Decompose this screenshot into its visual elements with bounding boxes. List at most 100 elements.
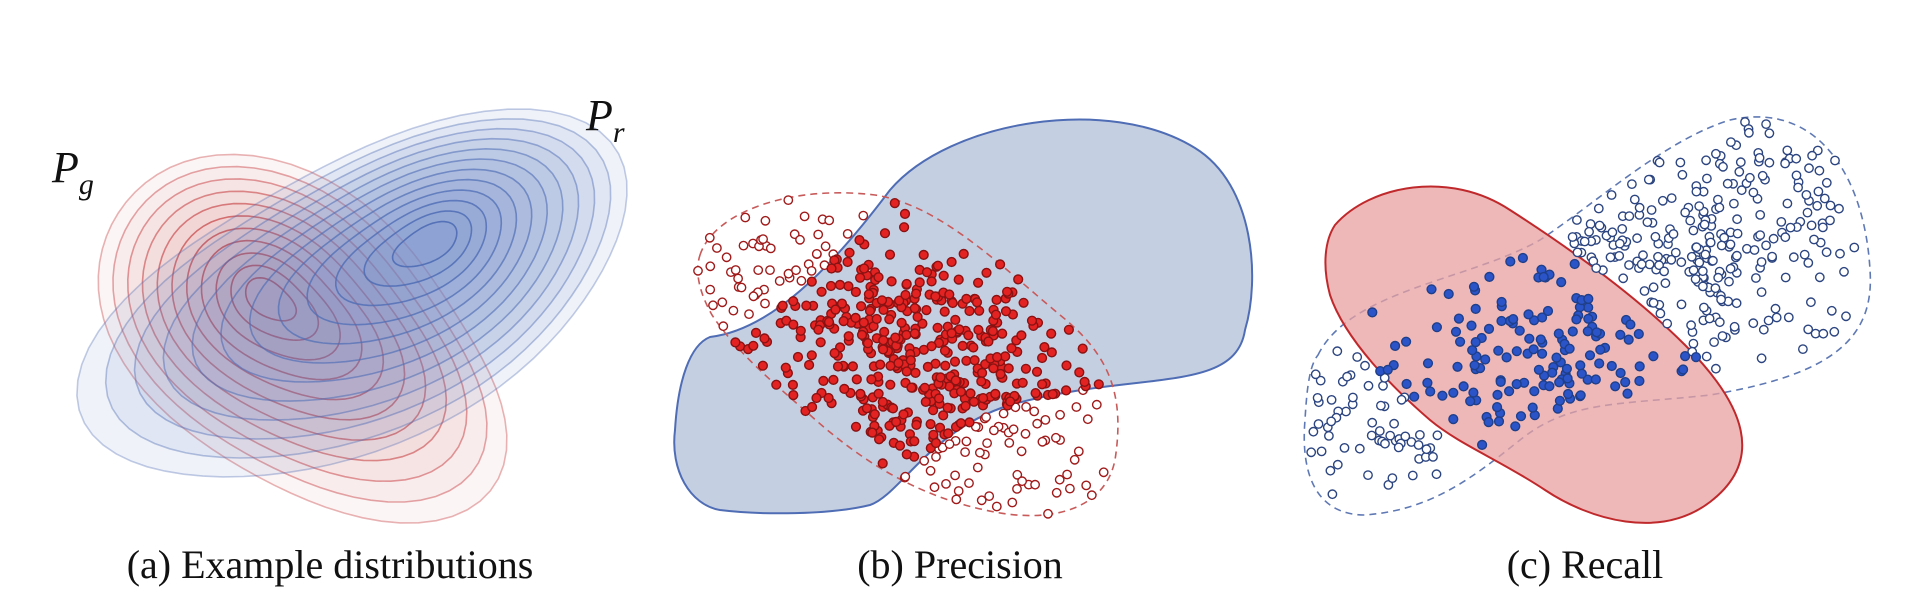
real-sample-hollow (1691, 186, 1702, 197)
real-sample-hollow (1791, 170, 1802, 181)
pg-contour-4 (141, 190, 448, 462)
generated-sample-filled (871, 313, 882, 325)
real-sample-hollow (1717, 331, 1728, 341)
real-sample-filled (1690, 352, 1702, 363)
real-sample-filled (1465, 396, 1476, 407)
real-sample-hollow (1363, 380, 1374, 391)
real-sample-filled (1677, 364, 1689, 375)
real-sample-filled (1575, 390, 1586, 401)
real-sample-hollow (1763, 315, 1774, 326)
generated-sample-hollow (795, 234, 805, 245)
real-sample-filled (1634, 361, 1645, 372)
generated-sample-hollow (1016, 446, 1027, 457)
real-sample-hollow (1749, 245, 1760, 255)
generated-sample-hollow (806, 265, 817, 276)
real-sample-hollow (1756, 257, 1767, 267)
generated-sample-hollow (976, 495, 987, 506)
generated-sample-filled (816, 286, 827, 297)
generated-sample-filled (869, 409, 880, 420)
real-sample-hollow (1670, 247, 1681, 258)
real-sample-hollow (1726, 137, 1736, 148)
generated-sample-hollow (984, 491, 995, 501)
generated-sample-hollow (1069, 454, 1080, 465)
generated-sample-filled (890, 332, 901, 343)
real-sample-hollow (1607, 227, 1618, 238)
generated-sample-hollow (951, 494, 962, 505)
real-sample-hollow (1655, 308, 1666, 319)
generated-sample-hollow (900, 471, 911, 482)
generated-sample-hollow (1020, 428, 1031, 439)
real-sample-hollow (1829, 326, 1840, 337)
real-sample-hollow (1310, 369, 1321, 380)
generated-sample-filled (886, 276, 897, 287)
real-sample-hollow (1744, 127, 1754, 138)
generated-sample-hollow (1007, 497, 1018, 508)
real-sample-hollow (1676, 257, 1687, 268)
real-sample-hollow (1700, 249, 1711, 260)
real-sample-hollow (1685, 215, 1696, 226)
pg-contour-11 (244, 276, 298, 322)
pr-label: Pr (585, 91, 625, 149)
generated-sample-hollow (1082, 414, 1093, 425)
real-sample-filled (1492, 389, 1503, 401)
real-sample-filled (1562, 388, 1574, 400)
real-sample-hollow (1748, 318, 1759, 329)
real-sample-hollow (1646, 205, 1657, 215)
real-sample-filled (1495, 376, 1506, 388)
generated-sample-hollow (929, 482, 940, 493)
generated-sample-filled (950, 375, 961, 386)
real-sample-hollow (1688, 338, 1699, 349)
generated-sample-filled (843, 331, 854, 342)
real-sample-filled (1510, 421, 1521, 432)
generated-sample-filled (942, 428, 954, 439)
generated-sample-filled (914, 277, 925, 288)
real-sample-filled (1583, 293, 1594, 305)
real-sample-filled (1476, 439, 1488, 451)
real-sample-hollow (1813, 186, 1824, 197)
real-sample-hollow (1770, 303, 1781, 314)
real-sample-filled (1634, 375, 1645, 387)
real-sample-hollow (1725, 239, 1736, 250)
real-sample-filled (1454, 336, 1466, 347)
generated-sample-hollow (1081, 480, 1092, 491)
generated-sample-hollow (1032, 418, 1043, 429)
generated-sample-filled (932, 322, 943, 333)
real-sample-filled (1610, 381, 1621, 392)
real-sample-filled (1553, 328, 1564, 339)
real-sample-filled (1556, 277, 1567, 288)
real-sample-hollow (1732, 250, 1742, 261)
generated-sample-filled (1036, 379, 1048, 390)
generated-sample-filled (826, 263, 837, 274)
real-support-boundary (1303, 116, 1872, 516)
generated-sample-filled (896, 317, 907, 328)
real-sample-hollow (1374, 426, 1385, 436)
generated-sample-hollow (796, 275, 807, 286)
generated-sample-hollow (824, 215, 835, 226)
real-sample-hollow (1352, 352, 1363, 362)
generated-sample-hollow (721, 252, 732, 263)
real-sample-filled (1595, 344, 1606, 355)
generated-sample-filled (922, 361, 934, 373)
real-sample-filled (1528, 344, 1539, 355)
generated-sample-filled (873, 434, 885, 445)
real-sample-filled (1491, 402, 1503, 413)
real-sample-hollow (1807, 150, 1818, 161)
pg-contour-10 (230, 264, 320, 342)
generated-sample-hollow (1073, 446, 1084, 457)
real-sample-filled (1594, 358, 1605, 369)
generated-sample-filled (806, 350, 817, 361)
real-sample-hollow (1354, 443, 1365, 454)
generated-sample-filled (862, 338, 874, 349)
real-sample-hollow (1785, 222, 1796, 233)
generated-sample-filled (927, 405, 939, 416)
generated-sample-hollow (799, 211, 810, 222)
generated-sample-filled (879, 228, 891, 239)
real-sample-hollow (1659, 266, 1670, 277)
generated-sample-filled (842, 256, 853, 268)
generated-sample-filled (1047, 389, 1058, 400)
real-sample-hollow (1725, 263, 1736, 274)
generated-samples-inside (730, 198, 1104, 469)
real-sample-hollow (1767, 251, 1778, 262)
real-support-region (673, 118, 1254, 515)
generated-sample-filled (759, 333, 770, 344)
